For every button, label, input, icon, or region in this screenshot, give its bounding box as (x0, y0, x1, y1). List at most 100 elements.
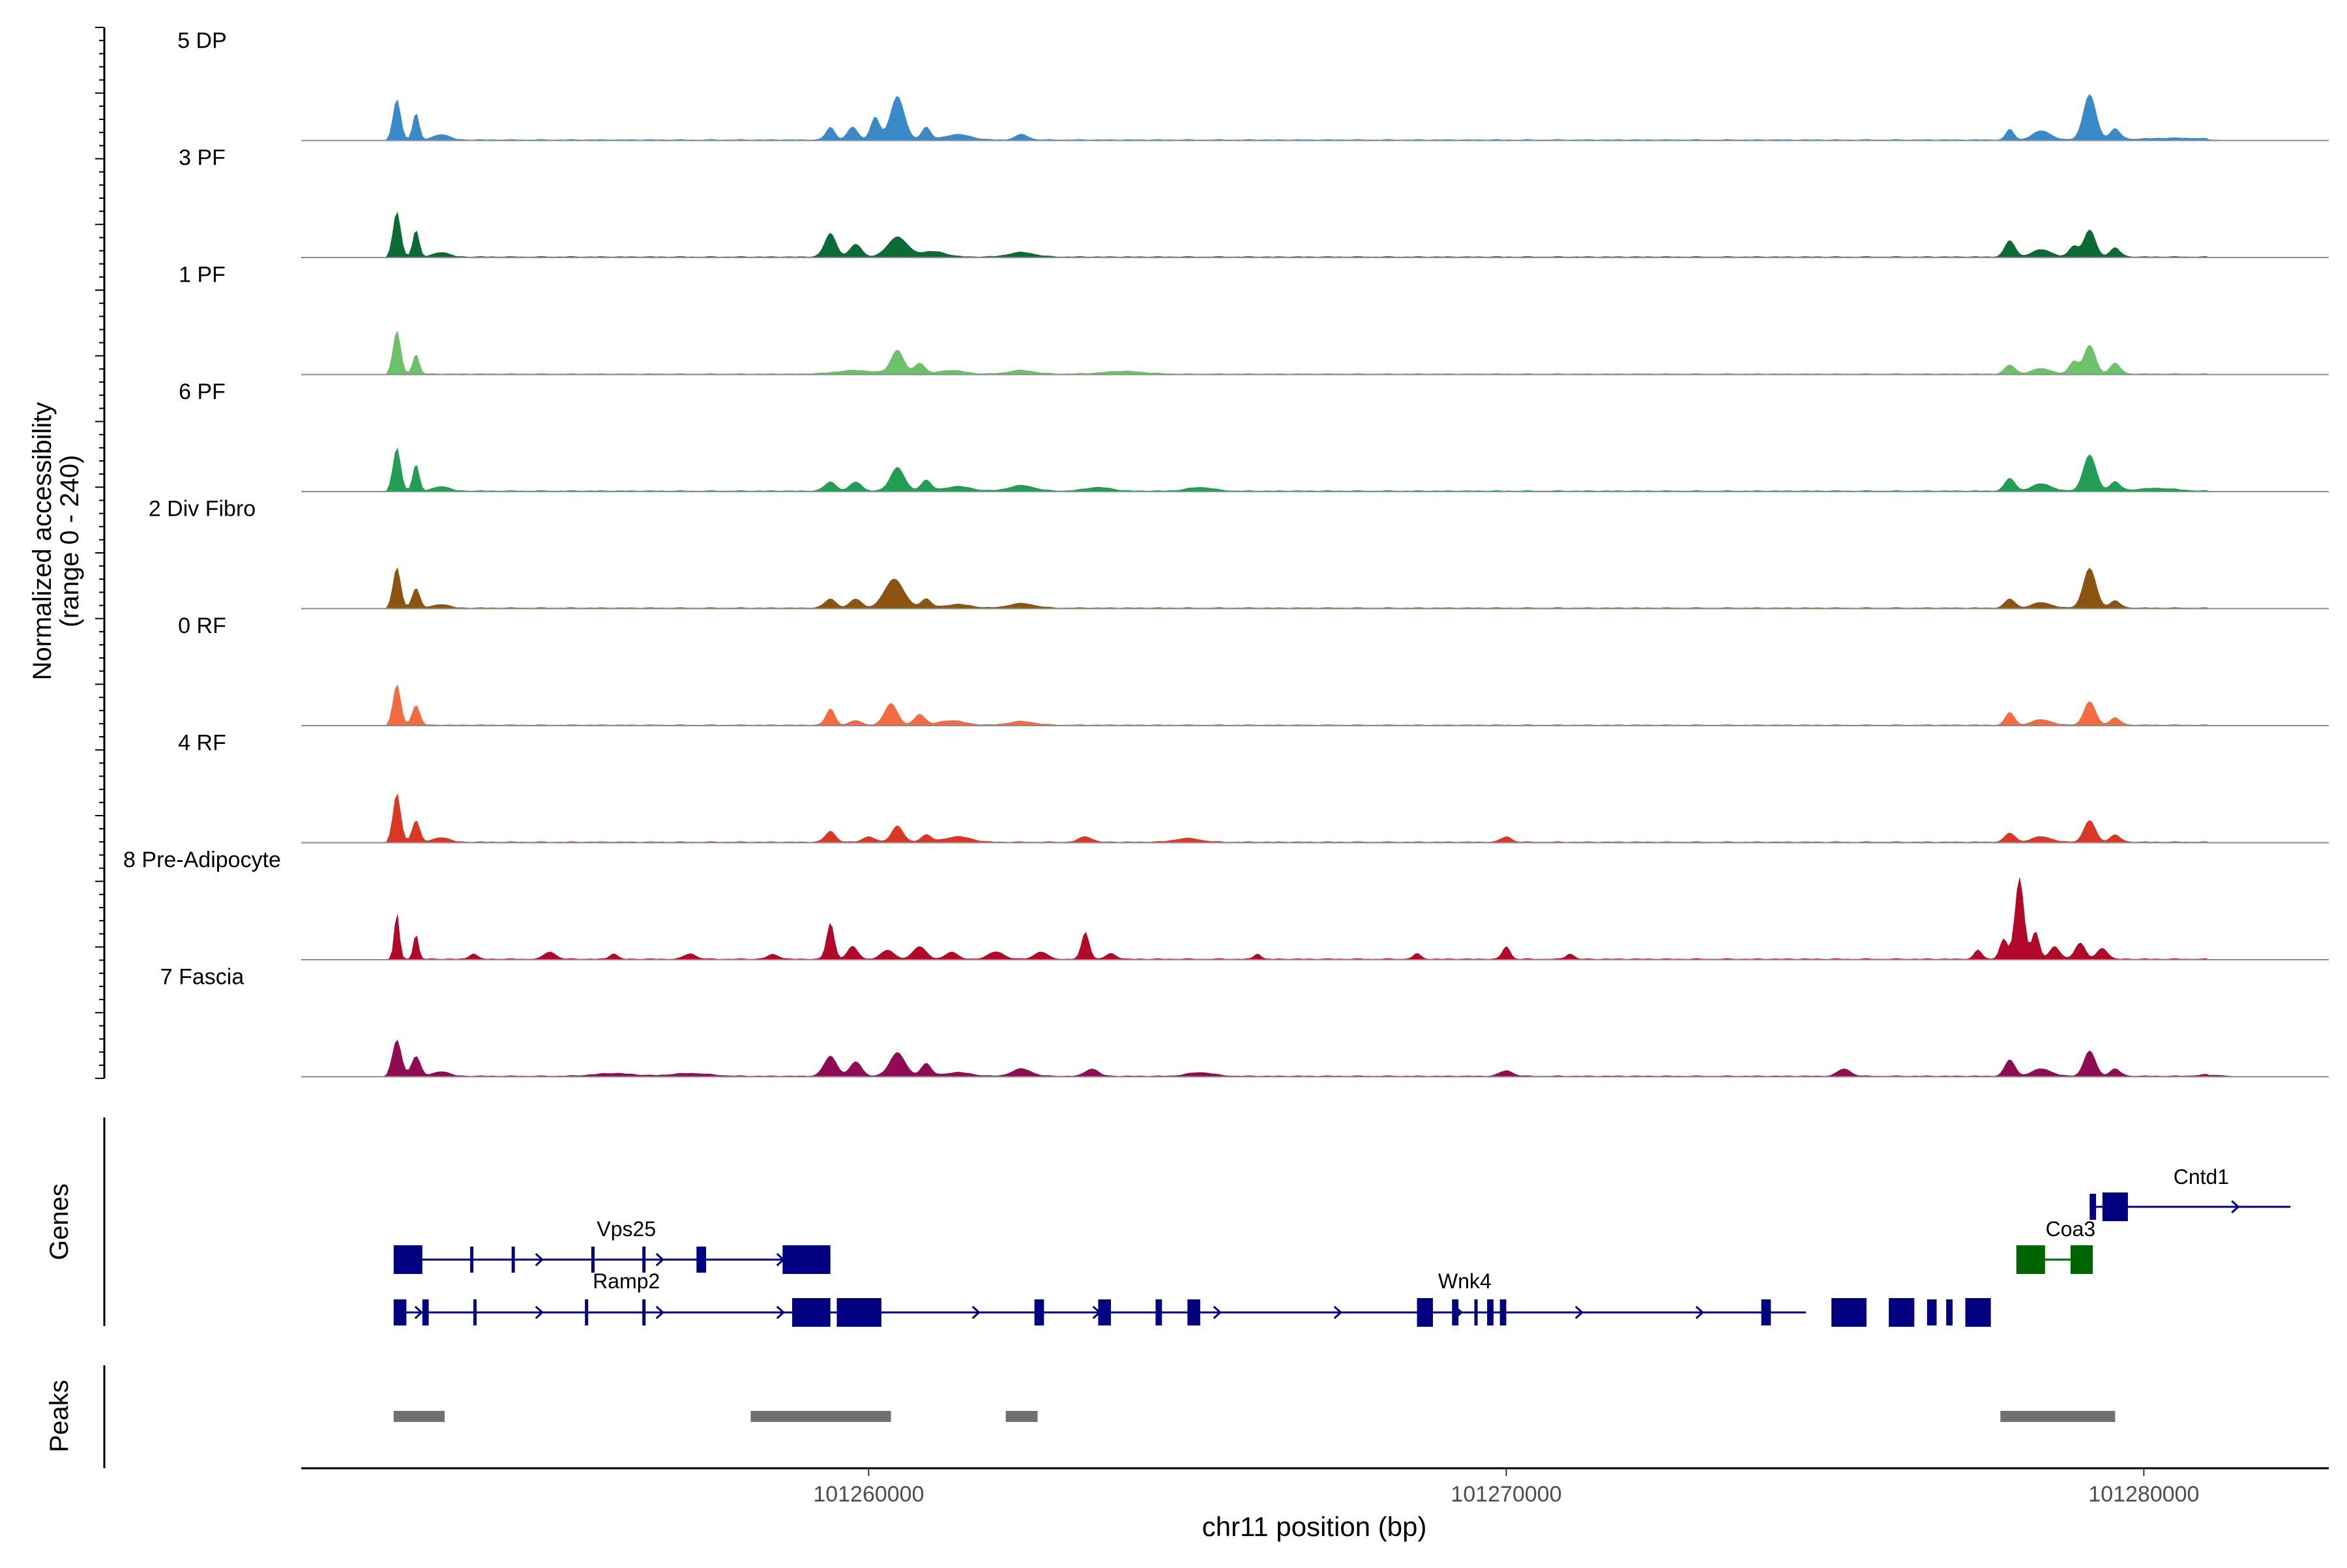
gene-wnk4: Wnk4 (830, 1269, 1991, 1327)
track-label: 0 RF (178, 614, 226, 638)
gene-exon (511, 1247, 515, 1273)
gene-exon (642, 1299, 646, 1325)
peaks-track-label: Peaks (45, 1380, 74, 1452)
gene-exon (473, 1299, 477, 1325)
gene-exon (1474, 1299, 1478, 1325)
peak-region (1005, 1411, 1038, 1422)
track-8-pre-adipocyte: 8 Pre-Adipocyte (123, 848, 2329, 960)
gene-exon (1155, 1299, 1162, 1325)
gene-label: Wnk4 (1438, 1269, 1492, 1293)
coverage-tracks: 5 DP 3 PF 1 PF 6 PF 2 Div Fibro 0 RF 4 RF 8 Pre… (123, 29, 2329, 1078)
track-label: 3 PF (179, 145, 226, 170)
gene-exon (782, 1245, 831, 1274)
gene-exon (1417, 1298, 1433, 1327)
strand-arrow-icon (2231, 1200, 2240, 1214)
strand-arrow-icon (1574, 1305, 1584, 1320)
strand-arrow-icon (655, 1252, 665, 1267)
gene-label: Cntd1 (2174, 1165, 2229, 1189)
coverage-area (359, 876, 2310, 960)
track-5-dp: 5 DP (177, 29, 2329, 141)
gene-exon (1487, 1299, 1494, 1325)
x-tick-label: 101270000 (1451, 1482, 1561, 1507)
gene-exon (585, 1299, 589, 1325)
track-6-pf: 6 PF (179, 379, 2329, 492)
track-label: 5 DP (177, 29, 227, 53)
gene-exon (2070, 1245, 2093, 1274)
gene-exon (1889, 1298, 1915, 1327)
track-label: 7 Fascia (160, 965, 244, 990)
gene-exon (2016, 1245, 2045, 1274)
gene-coa3: Coa3 (2016, 1217, 2095, 1274)
gene-exon (1946, 1299, 1953, 1325)
track-label: 8 Pre-Adipocyte (123, 848, 281, 872)
coverage-area (359, 567, 2310, 609)
genes-track-label: Genes (45, 1183, 74, 1260)
peak-track (393, 1411, 2116, 1422)
strand-arrow-icon (414, 1305, 424, 1320)
gene-label: Coa3 (2046, 1217, 2096, 1241)
strand-arrow-icon (535, 1252, 544, 1267)
gene-exon (1499, 1299, 1507, 1325)
strand-arrow-icon (776, 1305, 786, 1320)
coverage-area (359, 1039, 2310, 1077)
gene-exon (422, 1299, 429, 1325)
strand-arrow-icon (655, 1305, 665, 1320)
track-3-pf: 3 PF (179, 145, 2329, 258)
gene-exon (1761, 1299, 1771, 1325)
peak-region (750, 1411, 891, 1422)
gene-label: Vps25 (597, 1217, 656, 1241)
gene-annotation-track: Vps25 Ramp2 Wnk4 Coa3 Cntd1 (393, 1165, 2291, 1327)
peak-region (393, 1411, 445, 1422)
gene-cntd1: Cntd1 (2089, 1165, 2291, 1221)
track-label: 6 PF (179, 379, 226, 404)
strand-arrow-icon (535, 1305, 544, 1320)
x-axis: 101260000 101270000 101280000 (301, 1467, 2329, 1507)
track-label: 2 Div Fibro (149, 497, 256, 522)
coverage-area (359, 211, 2310, 258)
gene-exon (2089, 1194, 2097, 1220)
gene-exon (1034, 1299, 1044, 1325)
gene-exon (591, 1247, 595, 1273)
gene-vps25: Vps25 (393, 1217, 831, 1274)
x-tick-label: 101260000 (813, 1482, 924, 1507)
gene-exon (1452, 1299, 1459, 1325)
gene-exon (1831, 1298, 1867, 1327)
gene-exon (1187, 1299, 1200, 1325)
strand-arrow-icon (1213, 1305, 1222, 1320)
y-axis-label-line1: Normalized accessibility (28, 402, 57, 681)
track-4-rf: 4 RF (178, 731, 2329, 844)
coverage-area (359, 94, 2310, 141)
y-axis-label-line2: (range 0 - 240) (55, 455, 84, 628)
track-label: 4 RF (178, 731, 226, 756)
x-tick-label: 101280000 (2088, 1482, 2199, 1507)
gene-label: Ramp2 (593, 1269, 660, 1293)
gene-exon (1926, 1299, 1937, 1325)
gene-exon (393, 1245, 422, 1274)
gene-exon (393, 1299, 407, 1325)
gene-ramp2: Ramp2 (393, 1269, 831, 1327)
strand-arrow-icon (1695, 1305, 1704, 1320)
gene-exon (836, 1298, 881, 1327)
gene-exon (1965, 1298, 1991, 1327)
strand-arrow-icon (1333, 1305, 1342, 1320)
left-axes (95, 27, 106, 1468)
track-7-fascia: 7 Fascia (160, 965, 2329, 1078)
gene-exon (470, 1247, 474, 1273)
gene-exon (792, 1298, 831, 1327)
coverage-area (359, 684, 2310, 726)
track-2-div-fibro: 2 Div Fibro (149, 497, 2329, 610)
strand-arrow-icon (971, 1305, 981, 1320)
track-1-pf: 1 PF (179, 263, 2329, 376)
gene-exon (2102, 1192, 2128, 1221)
coverage-area (359, 331, 2310, 375)
gene-exon (642, 1247, 646, 1273)
coverage-area (359, 793, 2310, 843)
x-axis-label: chr11 position (bp) (1202, 1511, 1427, 1542)
coverage-area (359, 447, 2310, 492)
gene-exon (1098, 1299, 1112, 1325)
peak-region (2000, 1411, 2116, 1422)
gene-exon (696, 1247, 707, 1273)
track-label: 1 PF (179, 263, 226, 288)
